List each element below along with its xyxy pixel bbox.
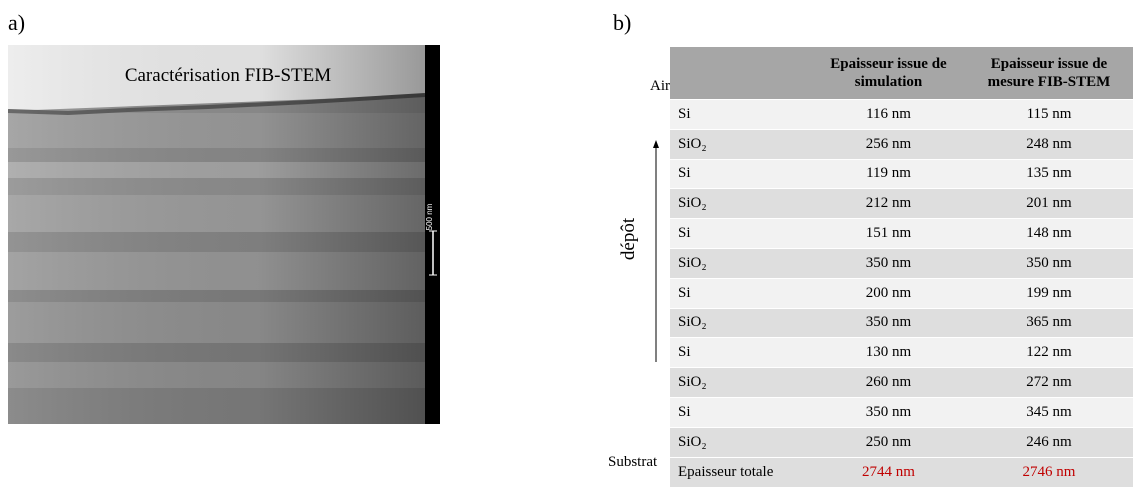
thickness-cell: 115 nm [965, 99, 1133, 130]
layer-name: Si [670, 158, 812, 189]
substrate-label: Substrat [608, 454, 658, 470]
layer-name: Si [670, 396, 812, 428]
thickness-cell: 256 nm [812, 128, 965, 160]
thickness-cell: 350 nm [965, 247, 1133, 279]
table-row: SiO₂ 350 nm 350 nm [670, 247, 1133, 279]
layer-name: Epaisseur totale [670, 456, 812, 487]
table-row: Si 116 nm 115 nm [670, 99, 1133, 130]
thickness-cell: 135 nm [965, 158, 1133, 189]
thickness-cell: 148 nm [965, 218, 1133, 249]
air-label: Air [650, 78, 670, 94]
layer-name: SiO₂ [670, 426, 812, 458]
thickness-cell: 212 nm [812, 188, 965, 219]
table-row: Si 151 nm 148 nm [670, 218, 1133, 249]
arrow [653, 140, 659, 362]
micrograph: 500 nm Caractérisation FIB-STEM [8, 45, 440, 424]
layer-name: SiO₂ [670, 307, 812, 338]
column-header: Epaisseur issue de simulation [812, 47, 965, 100]
thickness-cell: 272 nm [965, 367, 1133, 398]
table-row: SiO₂ 350 nm 365 nm [670, 307, 1133, 338]
thickness-cell: 350 nm [812, 247, 965, 279]
table-row: Si 119 nm 135 nm [670, 158, 1133, 189]
layer-name: SiO₂ [670, 188, 812, 219]
thickness-cell: 199 nm [965, 277, 1133, 309]
column-header: Epaisseur issue de mesure FIB-STEM [965, 47, 1133, 100]
layer-name: SiO₂ [670, 367, 812, 398]
thickness-cell: 116 nm [812, 99, 965, 130]
table-row: Si 200 nm 199 nm [670, 277, 1133, 309]
panel-label: b) [613, 10, 632, 35]
thickness-cell: 246 nm [965, 426, 1133, 458]
layer-name: SiO₂ [670, 247, 812, 279]
thickness-cell: 201 nm [965, 188, 1133, 219]
table-row: SiO₂ 250 nm 246 nm [670, 426, 1133, 458]
thickness-cell: 345 nm [965, 396, 1133, 428]
layer-name: Si [670, 218, 812, 249]
layer-name: SiO₂ [670, 128, 812, 160]
thickness-cell: 2746 nm [965, 456, 1133, 487]
thickness-cell: 260 nm [812, 367, 965, 398]
panel-label: a) [8, 10, 26, 35]
table-row: SiO₂ 212 nm 201 nm [670, 188, 1133, 219]
table-row: Si 130 nm 122 nm [670, 337, 1133, 368]
layer-name: Si [670, 337, 812, 368]
table-row: SiO₂ 260 nm 272 nm [670, 367, 1133, 398]
thickness-cell: 122 nm [965, 337, 1133, 368]
caption: Caractérisation FIB-STEM [125, 65, 331, 86]
thickness-cell: 130 nm [812, 337, 965, 368]
thickness-cell: 365 nm [965, 307, 1133, 338]
thickness-cell: 151 nm [812, 218, 965, 249]
thickness-cell: 350 nm [812, 307, 965, 338]
arrow-label: dépôt [618, 217, 640, 261]
layer-name: Si [670, 277, 812, 309]
thickness-cell: 119 nm [812, 158, 965, 189]
table-row: Si 350 nm 345 nm [670, 396, 1133, 428]
thickness-cell: 2744 nm [812, 456, 965, 487]
thickness-cell: 248 nm [965, 128, 1133, 160]
thickness-cell: 200 nm [812, 277, 965, 309]
thickness-table: Epaisseur issue de simulation Epaisseur i… [670, 47, 1133, 487]
layer-name: Si [670, 99, 812, 130]
table-row: Epaisseur totale 2744 nm 2746 nm [670, 456, 1133, 487]
table-row: SiO₂ 256 nm 248 nm [670, 128, 1133, 160]
thickness-cell: 350 nm [812, 396, 965, 428]
thickness-cell: 250 nm [812, 426, 965, 458]
scale-bar-label: 500 nm [425, 203, 434, 230]
